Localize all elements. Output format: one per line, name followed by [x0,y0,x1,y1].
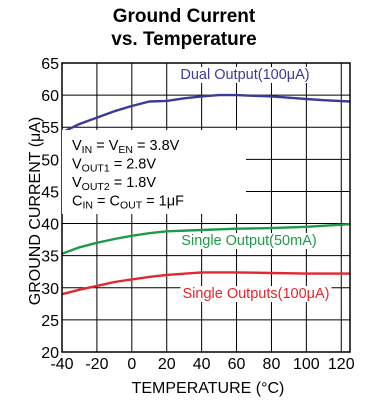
x-axis-label: TEMPERATURE (°C) [132,380,285,397]
series-line-2 [61,271,350,296]
chart-title-line-1: Ground Current [112,6,256,27]
x-tick-label: 100 [293,356,320,373]
x-tick-label: 0 [127,356,136,373]
condition-line-0: VIN = VEN = 3.8V [72,138,180,156]
y-tick-label: 25 [41,313,59,330]
x-tick-label: 80 [263,356,281,373]
y-tick-label: 50 [41,152,59,169]
series-layer [61,93,351,296]
series-label-0: Dual Output(100μA) [180,67,309,83]
y-tick-label: 40 [41,217,59,234]
y-tick-label: 45 [41,184,59,201]
y-tick-label: 65 [41,56,59,73]
series-labels: Dual Output(100μA) Single Output(50mA) Sin… [178,67,332,302]
y-tick-label: 55 [41,120,59,137]
series-label-2: Single Outputs(100μA) [183,286,330,302]
condition-line-2: VOUT2 = 1.8V [72,175,156,193]
condition-line-3: CIN = COUT = 1μF [72,194,184,212]
series-label-bg [180,286,332,302]
y-axis-label: GROUND CURRENT (μA) [27,117,44,305]
x-tick-label: -40 [50,356,73,373]
series-line-1 [61,223,351,255]
x-tick-label: 20 [158,356,176,373]
y-tick-label: 60 [41,88,59,105]
conditions-background [62,130,246,214]
series-line-0 [61,93,351,134]
y-tick-label: 30 [41,281,59,298]
series-label-bg [179,233,319,249]
condition-line-1: VOUT1 = 2.8V [72,157,156,175]
tick-labels: -40 -20 0 20 40 60 80 100 120 20 25 30 35 40 45 50 55 60 6… [41,56,355,373]
series-label-1: Single Output(50mA) [181,233,316,249]
series-label-bg [178,67,312,83]
y-tick-label: 35 [41,249,59,266]
chart-title-line-2: vs. Temperature [111,29,257,50]
x-tick-label: 40 [193,356,211,373]
x-tick-label: -20 [85,356,108,373]
x-tick-label: 60 [228,356,246,373]
x-tick-label: 120 [328,356,355,373]
y-tick-label: 20 [41,345,59,362]
